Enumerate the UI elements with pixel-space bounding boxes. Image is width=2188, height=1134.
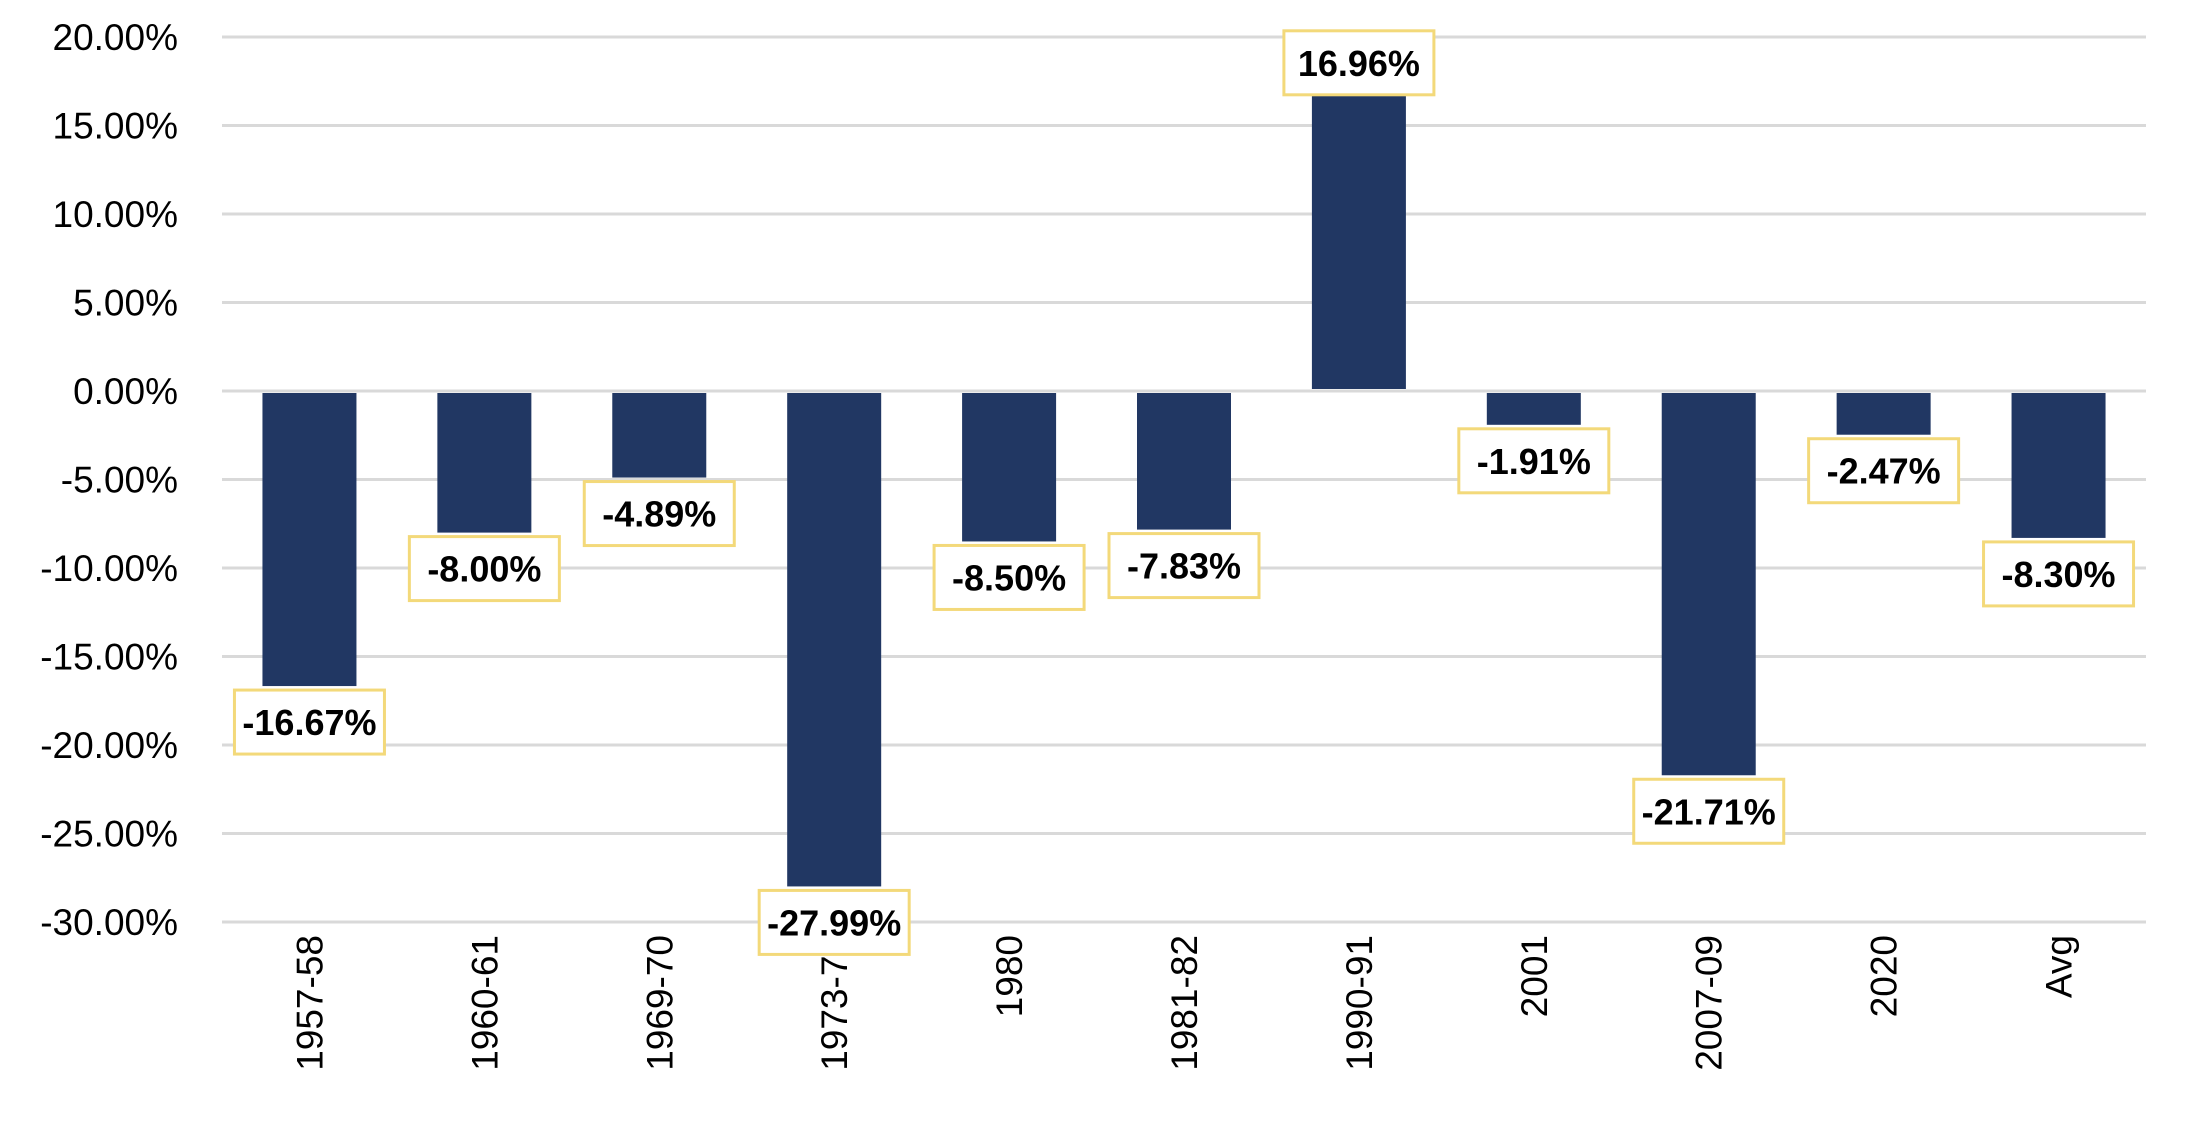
x-axis-tick-labels: 1957-58 1960-61 1969-70 1973-75 1980 1981-82 1… <box>289 935 2079 1071</box>
data-label-text: -8.30% <box>2002 554 2116 595</box>
bar-2007-09 <box>1661 393 1756 776</box>
data-label: -2.47% <box>1807 437 1961 505</box>
x-tick-label: 1969-70 <box>639 935 680 1071</box>
data-label: 16.96% <box>1282 29 1436 97</box>
data-label-text: -8.50% <box>952 557 1066 598</box>
y-tick-label: 20.00% <box>53 17 179 58</box>
bar-1973-75 <box>787 393 882 887</box>
y-tick-label: -5.00% <box>61 460 178 501</box>
data-label-text: -2.47% <box>1827 451 1941 492</box>
data-label: -7.83% <box>1107 532 1261 600</box>
data-label-text: -1.91% <box>1477 441 1591 482</box>
y-tick-label: -20.00% <box>40 725 178 766</box>
data-label-text: -27.99% <box>767 902 901 943</box>
y-tick-label: 5.00% <box>73 283 178 324</box>
data-label-box <box>757 888 911 956</box>
x-tick-label: 1957-58 <box>289 935 330 1071</box>
y-tick-label: 10.00% <box>53 194 179 235</box>
data-label-box <box>582 480 736 548</box>
bar-1981-82 <box>1137 393 1231 530</box>
data-label-box <box>932 543 1086 611</box>
data-label: -8.30% <box>1982 540 2136 608</box>
bar-1980 <box>962 393 1057 542</box>
data-label-text: -4.89% <box>602 494 716 535</box>
data-label-text: -7.83% <box>1127 546 1241 587</box>
data-label: -8.00% <box>407 535 561 603</box>
x-tick-label: 1980 <box>989 935 1030 1017</box>
x-tick-label: 1990-91 <box>1339 935 1380 1071</box>
data-label-box <box>407 535 561 603</box>
y-tick-label: -30.00% <box>40 902 178 943</box>
data-label-text: -21.71% <box>1642 791 1776 832</box>
bar-2001 <box>1486 393 1581 425</box>
bar-1957-58 <box>262 393 357 687</box>
x-tick-label: 2001 <box>1514 935 1555 1017</box>
bar-2020 <box>1836 393 1931 435</box>
data-labels: -16.67% -8.00% -4.89% -27.99% -8.50% -7.83% 16… <box>232 29 2136 956</box>
data-label-box <box>1982 540 2136 608</box>
y-tick-label: 0.00% <box>73 371 178 412</box>
x-tick-label: 2020 <box>1864 935 1905 1017</box>
bars <box>262 90 2106 887</box>
data-label: -21.71% <box>1632 777 1786 845</box>
data-label-box <box>1632 777 1786 845</box>
data-label-box <box>1107 532 1261 600</box>
bar-avg <box>2011 393 2106 538</box>
data-label-box <box>1457 427 1611 495</box>
data-label-box <box>1807 437 1961 505</box>
x-tick-label: 1973-75 <box>814 935 855 1071</box>
y-tick-label: -15.00% <box>40 637 178 678</box>
y-axis-tick-labels: 20.00% 15.00% 10.00% 5.00% 0.00% -5.00% -10.00… <box>40 17 178 943</box>
data-label: -1.91% <box>1457 427 1611 495</box>
data-label-box <box>1282 29 1436 97</box>
data-label: -16.67% <box>232 688 386 756</box>
data-label: -4.89% <box>582 480 736 548</box>
y-tick-label: -10.00% <box>40 548 178 589</box>
data-label-text: -16.67% <box>242 702 376 743</box>
x-tick-label: 2007-09 <box>1689 935 1730 1071</box>
x-tick-label: 1960-61 <box>464 935 505 1071</box>
bar-1990-91 <box>1311 90 1406 390</box>
bar-1969-70 <box>612 393 707 478</box>
data-label-text: 16.96% <box>1298 43 1420 84</box>
x-tick-label: 1981-82 <box>1164 935 1205 1071</box>
y-tick-label: -25.00% <box>40 814 178 855</box>
x-tick-label: Avg <box>2039 935 2080 998</box>
data-label-box <box>232 688 386 756</box>
data-label: -27.99% <box>757 888 911 956</box>
bar-1960-61 <box>437 393 532 533</box>
data-label: -8.50% <box>932 543 1086 611</box>
data-label-text: -8.00% <box>427 549 541 590</box>
y-tick-label: 15.00% <box>53 106 179 147</box>
